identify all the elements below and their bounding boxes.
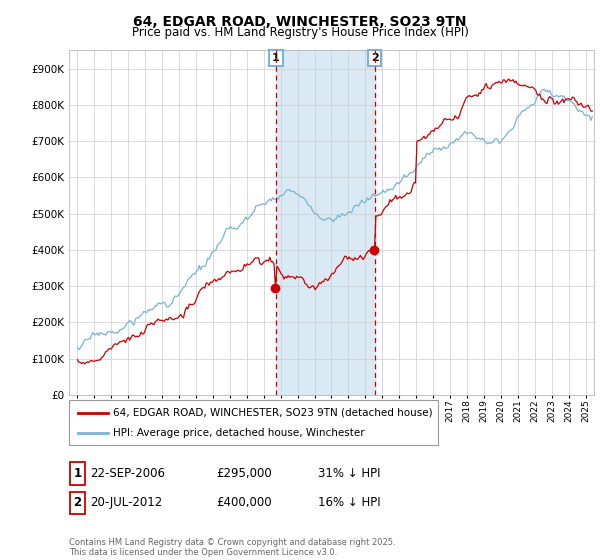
Bar: [276, 50, 374, 395]
FancyBboxPatch shape: [69, 400, 438, 445]
Text: £400,000: £400,000: [216, 496, 272, 510]
Text: 20-JUL-2012: 20-JUL-2012: [90, 496, 162, 510]
Text: HPI: Average price, detached house, Winchester: HPI: Average price, detached house, Winc…: [113, 428, 365, 438]
Text: 1: 1: [272, 53, 280, 63]
Text: Contains HM Land Registry data © Crown copyright and database right 2025.
This d: Contains HM Land Registry data © Crown c…: [69, 538, 395, 557]
Text: 22-SEP-2006: 22-SEP-2006: [90, 467, 165, 480]
Text: 1: 1: [73, 467, 82, 480]
FancyBboxPatch shape: [70, 463, 85, 485]
Text: £295,000: £295,000: [216, 467, 272, 480]
Text: 31% ↓ HPI: 31% ↓ HPI: [318, 467, 380, 480]
Text: Price paid vs. HM Land Registry's House Price Index (HPI): Price paid vs. HM Land Registry's House …: [131, 26, 469, 39]
Text: 2: 2: [73, 496, 82, 510]
Text: 64, EDGAR ROAD, WINCHESTER, SO23 9TN (detached house): 64, EDGAR ROAD, WINCHESTER, SO23 9TN (de…: [113, 408, 433, 418]
Text: 64, EDGAR ROAD, WINCHESTER, SO23 9TN: 64, EDGAR ROAD, WINCHESTER, SO23 9TN: [133, 15, 467, 29]
Text: 2: 2: [371, 53, 379, 63]
Text: 16% ↓ HPI: 16% ↓ HPI: [318, 496, 380, 510]
FancyBboxPatch shape: [70, 492, 85, 514]
